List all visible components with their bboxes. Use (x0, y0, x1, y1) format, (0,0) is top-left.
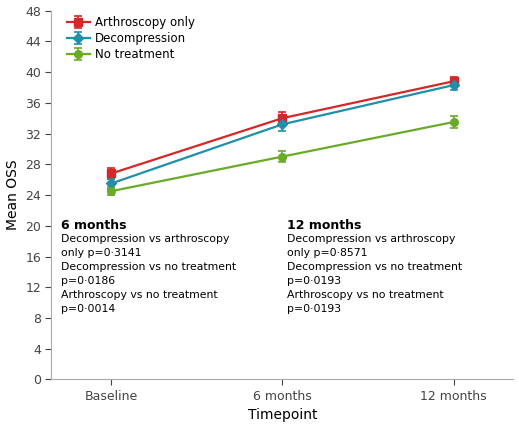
Y-axis label: Mean OSS: Mean OSS (6, 160, 20, 230)
Text: Decompression vs arthroscopy
only p=0·8571
Decompression vs no treatment
p=0·019: Decompression vs arthroscopy only p=0·85… (287, 234, 462, 314)
Text: 6 months: 6 months (61, 219, 126, 232)
Text: Decompression vs arthroscopy
only p=0·3141
Decompression vs no treatment
p=0·018: Decompression vs arthroscopy only p=0·31… (61, 234, 236, 314)
X-axis label: Timepoint: Timepoint (248, 408, 317, 422)
Legend: Arthroscopy only, Decompression, No treatment: Arthroscopy only, Decompression, No trea… (66, 16, 195, 61)
Text: 12 months: 12 months (287, 219, 361, 232)
